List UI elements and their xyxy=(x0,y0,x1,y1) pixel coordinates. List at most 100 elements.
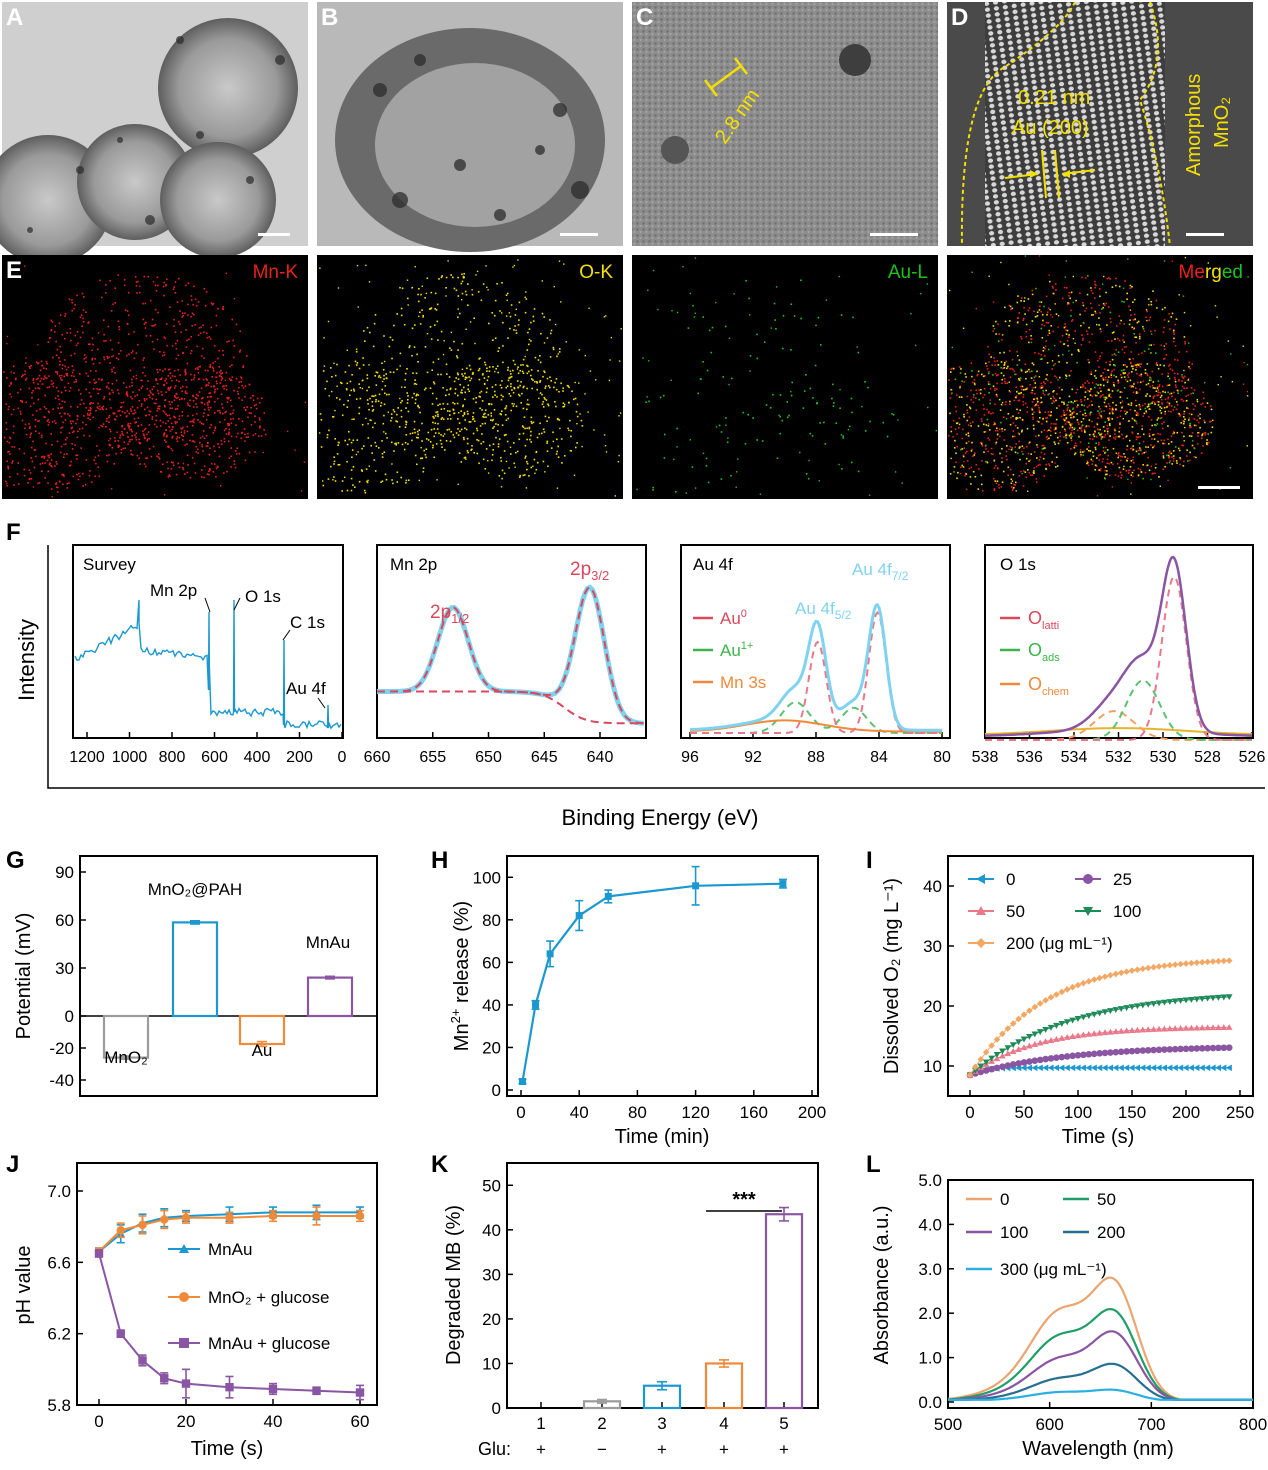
data-point xyxy=(1080,1031,1087,1038)
data-point xyxy=(1080,1014,1087,1021)
data-point xyxy=(999,1030,1006,1038)
data-point xyxy=(1117,969,1125,977)
data-point xyxy=(1155,1064,1162,1072)
panel-j: J 5.8 6.2 6.6 7.0 0 20 40 60 pH value Time (s) MnAu… xyxy=(6,1151,378,1460)
data-point xyxy=(1004,1050,1012,1057)
data-point xyxy=(1193,959,1201,966)
data-point xyxy=(1090,1011,1098,1018)
data-point xyxy=(312,1386,321,1395)
data-point xyxy=(1047,993,1055,1001)
panel-h: H 0 20 40 60 80 100 0 40 80 120 160 200 Mn2+ release … xyxy=(431,847,826,1148)
ytick-label: 40 xyxy=(923,877,942,896)
data-point xyxy=(1042,1064,1049,1072)
o1s-title: O 1s xyxy=(1000,555,1036,574)
data-point xyxy=(575,912,583,920)
data-point xyxy=(1225,994,1233,1001)
data-point xyxy=(1198,1024,1206,1031)
data-point xyxy=(1150,1001,1157,1008)
data-point xyxy=(160,1374,169,1383)
tem-image-a: A xyxy=(0,2,308,265)
xtick-label: 400 xyxy=(244,749,271,766)
data-point xyxy=(1107,971,1114,979)
survey-peak-o1s: O 1s xyxy=(245,587,281,606)
ytick-label: 80 xyxy=(482,911,501,930)
data-point xyxy=(966,1071,974,1079)
data-point xyxy=(1139,1002,1147,1009)
data-point xyxy=(1134,1026,1141,1033)
tem-image-d: 0.21 nm Au (200) Amorphous MnO₂ D xyxy=(947,1,1253,247)
bar xyxy=(238,1014,286,1046)
legend-label: 50 xyxy=(1097,1190,1116,1209)
data-point xyxy=(1166,1064,1173,1072)
data-point xyxy=(1150,1025,1157,1032)
data-point xyxy=(1204,958,1211,966)
data-point xyxy=(160,1215,169,1224)
data-point xyxy=(1177,1024,1184,1031)
xtick-label: 660 xyxy=(364,749,391,766)
category-label: Au xyxy=(252,1041,273,1060)
data-point xyxy=(1042,1026,1049,1033)
data-point xyxy=(1063,986,1071,993)
panel-label-c: C xyxy=(636,4,653,31)
series-line xyxy=(98,1253,361,1394)
category-label: 2 xyxy=(597,1414,606,1433)
ytick-label: 5.8 xyxy=(47,1396,71,1415)
x-axis-label: Time (s) xyxy=(1062,1126,1135,1148)
panel-label: I xyxy=(866,847,873,874)
data-point xyxy=(1204,1064,1211,1072)
xtick-label: 96 xyxy=(681,749,699,766)
data-point xyxy=(1134,1003,1141,1010)
data-point xyxy=(1215,957,1222,965)
data-point xyxy=(1107,1049,1114,1056)
data-point xyxy=(1069,1033,1076,1040)
ytick-label: 20 xyxy=(923,997,942,1016)
data-point xyxy=(1155,1046,1163,1054)
category-label: MnO₂ xyxy=(104,1048,147,1067)
data-point xyxy=(1020,1064,1027,1072)
data-point xyxy=(993,1051,1001,1058)
ytick-label: 90 xyxy=(55,863,74,882)
data-point xyxy=(1031,1031,1039,1038)
data-point xyxy=(1053,1035,1060,1042)
xtick-label: 92 xyxy=(744,749,762,766)
glucose-flag: − xyxy=(597,1440,607,1459)
data-point xyxy=(1128,1064,1135,1072)
data-point xyxy=(988,1042,995,1049)
data-point xyxy=(1083,874,1093,884)
data-point xyxy=(1188,1064,1195,1072)
glucose-flag: + xyxy=(536,1440,546,1459)
data-point xyxy=(1031,1003,1039,1011)
map-au xyxy=(632,255,938,499)
glucose-flag: + xyxy=(719,1440,729,1459)
ytick-label: 0.0 xyxy=(918,1393,942,1412)
data-point xyxy=(1225,1044,1233,1051)
panel-label-f: F xyxy=(6,519,21,546)
data-point xyxy=(1096,1029,1103,1036)
survey-peak-mn2p: Mn 2p xyxy=(150,581,197,600)
label-o-k: O-K xyxy=(579,262,613,283)
data-point xyxy=(1123,968,1130,975)
data-point xyxy=(1074,1032,1082,1039)
legend-label: 50 xyxy=(1006,902,1025,921)
xtick-label: 538 xyxy=(972,749,999,766)
data-point xyxy=(268,1211,278,1221)
legend-label: 0 xyxy=(1000,1190,1009,1209)
data-point xyxy=(1096,1050,1103,1057)
y-axis-label: Absorbance (a.u.) xyxy=(871,1206,893,1365)
data-point xyxy=(179,1244,189,1253)
data-point xyxy=(1058,1064,1065,1072)
data-point xyxy=(1139,1047,1147,1054)
data-point xyxy=(1090,1064,1097,1072)
data-point xyxy=(1020,1059,1028,1066)
ytick-label: 10 xyxy=(923,1057,942,1076)
data-point xyxy=(179,1292,189,1302)
data-point xyxy=(1009,1042,1017,1049)
ytick-label: 2.0 xyxy=(918,1304,942,1323)
data-point xyxy=(1047,1055,1055,1062)
data-point xyxy=(1036,1029,1044,1036)
x-axis-label: Time (s) xyxy=(191,1438,264,1460)
data-point xyxy=(1112,1028,1120,1035)
au4f-title: Au 4f xyxy=(693,555,733,574)
xtick-label: 88 xyxy=(807,749,825,766)
